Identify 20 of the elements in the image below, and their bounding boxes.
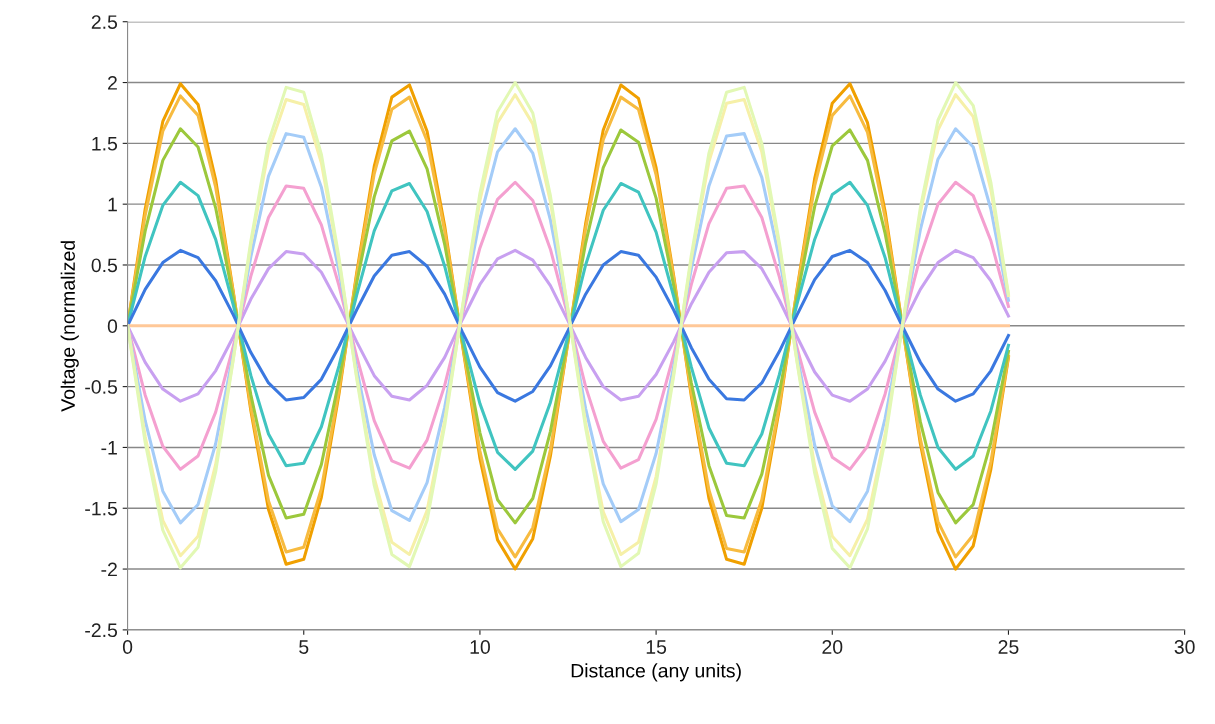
y-axis-title: Voltage (normalized — [60, 241, 79, 412]
y-tick-label: 1 — [108, 197, 117, 212]
x-tick-label: 10 — [470, 640, 490, 654]
y-tick-label: 0 — [107, 319, 118, 334]
x-tick-label: 0 — [122, 640, 133, 654]
y-tick-label: -1 — [101, 441, 117, 455]
x-tick-label: 25 — [998, 640, 1019, 654]
y-tick-label: 2 — [108, 76, 117, 90]
x-tick-label: 20 — [822, 640, 843, 654]
y-tick-label: 2.5 — [91, 15, 118, 29]
x-axis-title: Distance (any units) — [571, 663, 741, 682]
y-tick-label: -1.5 — [85, 501, 118, 516]
x-tick-label: 5 — [299, 640, 309, 654]
x-tick-label: 30 — [1174, 640, 1195, 654]
y-tick-label: 1.5 — [92, 137, 118, 151]
y-tick-label: -2.5 — [85, 623, 118, 638]
y-tick-label: -2 — [101, 562, 117, 577]
y-tick-label: 0.5 — [91, 258, 118, 273]
y-tick-label: -0.5 — [85, 380, 118, 394]
x-tick-label: 15 — [646, 640, 667, 654]
